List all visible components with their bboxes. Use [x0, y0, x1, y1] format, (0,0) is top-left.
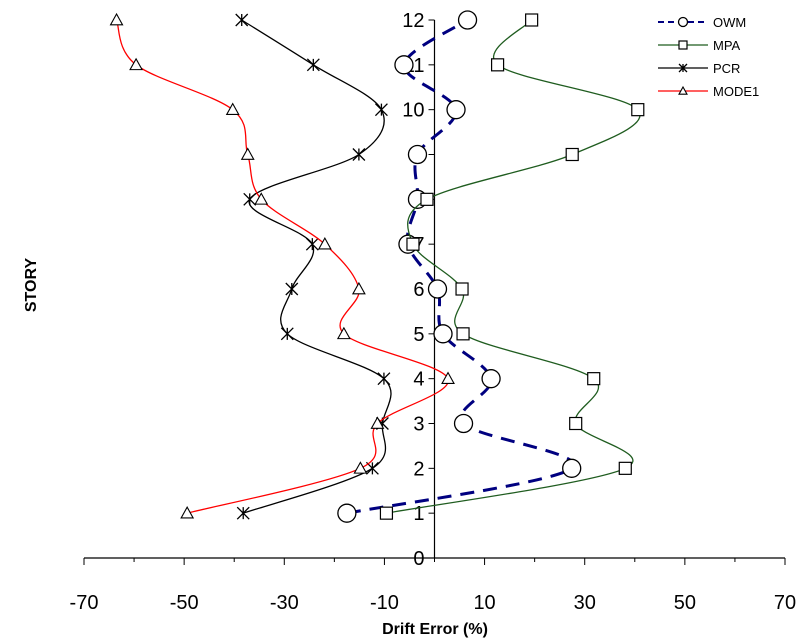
series-owm — [337, 10, 582, 523]
x-tick-label: -70 — [70, 592, 99, 614]
legend-item-mpa: MPA — [658, 38, 741, 53]
data-point-mode1 — [225, 102, 240, 116]
x-tick-label: 30 — [574, 592, 596, 614]
x-tick-label: -50 — [170, 592, 199, 614]
data-point-pcr — [352, 148, 366, 161]
legend-label: MODE1 — [713, 84, 759, 99]
y-tick-label: 10 — [402, 100, 424, 122]
data-point-mpa — [406, 237, 420, 251]
data-point-mode1 — [441, 371, 455, 385]
data-point-pcr — [377, 372, 391, 386]
data-point-owm — [407, 144, 428, 165]
data-point-pcr — [374, 103, 388, 117]
series-mode1 — [109, 12, 455, 519]
legend-item-pcr: PCR — [658, 61, 740, 76]
data-point-mpa — [618, 461, 632, 475]
data-point-mode1 — [317, 237, 332, 250]
y-tick-label: 6 — [413, 279, 424, 301]
x-tick-label: 10 — [473, 592, 495, 614]
data-point-owm — [481, 369, 501, 389]
legend-label: MPA — [713, 38, 741, 53]
data-point-pcr — [236, 506, 250, 520]
data-point-pcr — [235, 13, 249, 27]
data-point-mode1 — [240, 147, 255, 160]
data-point-owm — [337, 503, 357, 523]
data-point-owm — [394, 55, 414, 75]
data-point-owm — [446, 100, 466, 120]
series-line-pcr — [241, 19, 392, 514]
y-tick-label: 12 — [402, 10, 424, 32]
legend-item-owm: OWM — [658, 15, 746, 30]
x-axis-title: Drift Error (%) — [382, 621, 488, 638]
data-point-pcr — [306, 58, 320, 72]
series-layer — [109, 10, 645, 523]
data-point-mode1 — [180, 506, 195, 519]
y-tick-label: 3 — [413, 414, 424, 436]
series-pcr — [235, 13, 392, 520]
data-point-mpa — [587, 372, 601, 386]
data-point-owm — [433, 324, 453, 344]
data-point-mpa — [455, 282, 469, 296]
series-mpa — [379, 13, 645, 520]
legend-marker — [677, 16, 689, 28]
axes: -70-50-30-10103050700123456789101112 — [70, 10, 797, 614]
y-tick-label: 4 — [413, 369, 424, 391]
data-point-mpa — [565, 147, 579, 162]
data-point-owm — [457, 10, 478, 30]
series-line-mpa — [386, 19, 641, 514]
x-tick-label: 70 — [774, 592, 796, 614]
data-point-mpa — [569, 416, 583, 431]
y-tick-label: 1 — [413, 503, 424, 525]
data-point-mpa — [631, 103, 645, 117]
y-tick-label: 2 — [413, 458, 424, 480]
data-point-owm — [453, 413, 474, 434]
data-point-pcr — [285, 282, 299, 296]
data-point-pcr — [305, 237, 319, 251]
y-tick-label: 5 — [413, 324, 424, 346]
data-point-mpa — [379, 506, 394, 520]
legend-item-mode1: MODE1 — [658, 84, 759, 99]
data-point-pcr — [243, 192, 257, 206]
legend-marker — [678, 40, 688, 50]
data-point-mode1 — [254, 192, 269, 205]
data-point-mode1 — [336, 326, 351, 340]
x-tick-label: -30 — [270, 592, 299, 614]
y-axis-title: STORY — [23, 258, 40, 313]
data-point-mode1 — [129, 57, 144, 71]
x-tick-label: -10 — [370, 592, 399, 614]
legend-marker — [678, 85, 688, 95]
data-point-mpa — [490, 58, 505, 72]
data-point-mode1 — [351, 281, 366, 295]
data-point-mpa — [420, 192, 434, 206]
data-point-mode1 — [109, 12, 124, 26]
data-point-owm — [427, 279, 448, 299]
data-point-owm — [562, 458, 582, 478]
data-point-mpa — [525, 13, 539, 27]
series-line-mode1 — [115, 19, 449, 514]
legend-label: OWM — [713, 15, 746, 30]
data-point-mpa — [456, 327, 470, 341]
series-line-owm — [346, 18, 576, 515]
data-point-mode1 — [370, 416, 385, 429]
legend: OWM MPA PCR MODE1 — [658, 15, 759, 99]
data-point-mode1 — [353, 461, 368, 474]
legend-marker — [678, 63, 688, 73]
x-tick-label: 50 — [674, 592, 696, 614]
y-tick-label: 0 — [413, 548, 424, 570]
legend-label: PCR — [713, 61, 740, 76]
data-point-pcr — [280, 327, 294, 341]
